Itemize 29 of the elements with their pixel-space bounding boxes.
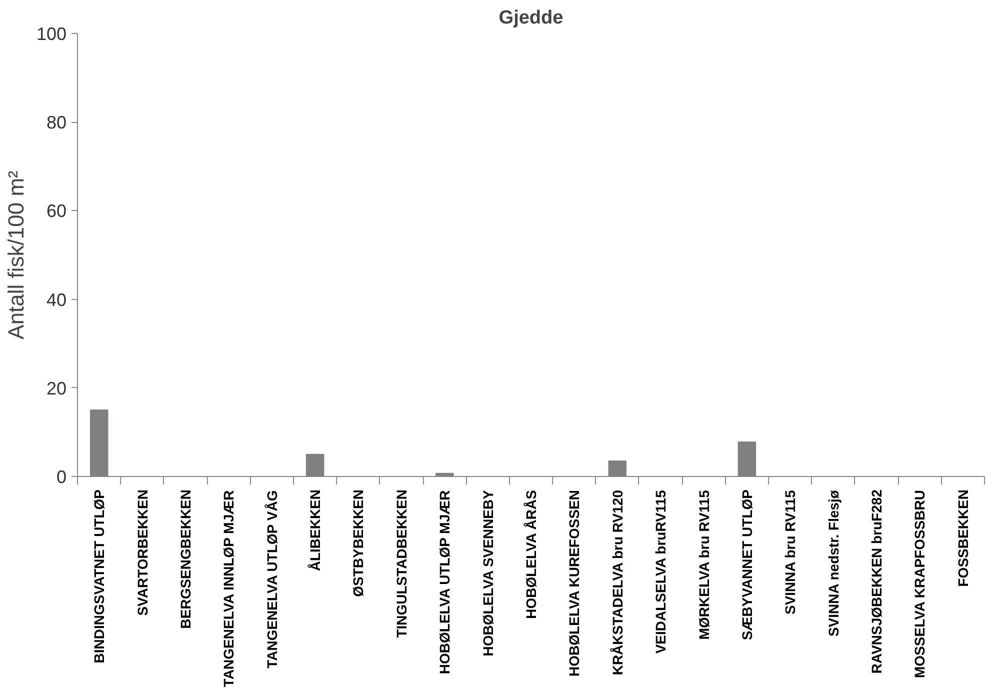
y-tick-label: 40 bbox=[46, 290, 67, 310]
x-tick-label: ÅLIBEKKEN bbox=[307, 489, 324, 572]
x-tick-label: BINDINGSVATNET UTLØP bbox=[91, 490, 108, 664]
x-tick-label: BERGSENGBEKKEN bbox=[177, 489, 194, 629]
chart-title: Gjedde bbox=[498, 8, 564, 28]
y-axis-title: Antall fisk/100 m² bbox=[3, 170, 28, 340]
x-tick-label: HOBØLELVA UTLØP MJÆR bbox=[436, 490, 453, 674]
x-tick-label: FOSSBEKKEN bbox=[954, 490, 971, 587]
x-tick-label: RAVNSJØBEKKEN bruF282 bbox=[868, 489, 885, 674]
x-tick-label: KRÅKSTADELVA bru RV120 bbox=[609, 490, 626, 676]
x-tick-label: TINGULSTADBEKKEN bbox=[393, 489, 410, 638]
x-tick-label: SVARTORBEKKEN bbox=[134, 489, 150, 616]
y-tick-label: 60 bbox=[46, 201, 67, 222]
x-tick-label: TANGENELVA INNLØP MJÆR bbox=[220, 490, 237, 688]
y-tick-label: 20 bbox=[46, 378, 67, 398]
x-tick-label: MOSSELVA KRAPFOSSBRU bbox=[912, 490, 928, 678]
x-tick-label: ØSTBYBEKKEN bbox=[350, 489, 366, 597]
x-tick-label: VEIDALSELVA bruRV115 bbox=[652, 490, 669, 654]
x-tick-label: SVINNA nedstr. Flesjø bbox=[825, 490, 842, 637]
y-tick-label: 0 bbox=[56, 467, 67, 487]
x-tick-label: HOBØLELVA ÅRÅS bbox=[523, 490, 539, 619]
x-tick-label: TANGENELVA UTLØP VÅG bbox=[264, 490, 280, 668]
x-tick-label: HOBØLELVA SVENNEBY bbox=[480, 489, 496, 656]
y-tick-label: 80 bbox=[46, 112, 67, 133]
x-tick-label: SVINNA bru RV115 bbox=[782, 490, 798, 615]
y-tick-label: 100 bbox=[36, 24, 67, 44]
x-tick-label: HOBØLELVA KUREFOSSEN bbox=[566, 490, 582, 676]
x-tick-label: SÆBYVANNET UTLØP bbox=[738, 489, 755, 640]
x-tick-label: MØRKELVA bru RV115 bbox=[696, 490, 712, 640]
